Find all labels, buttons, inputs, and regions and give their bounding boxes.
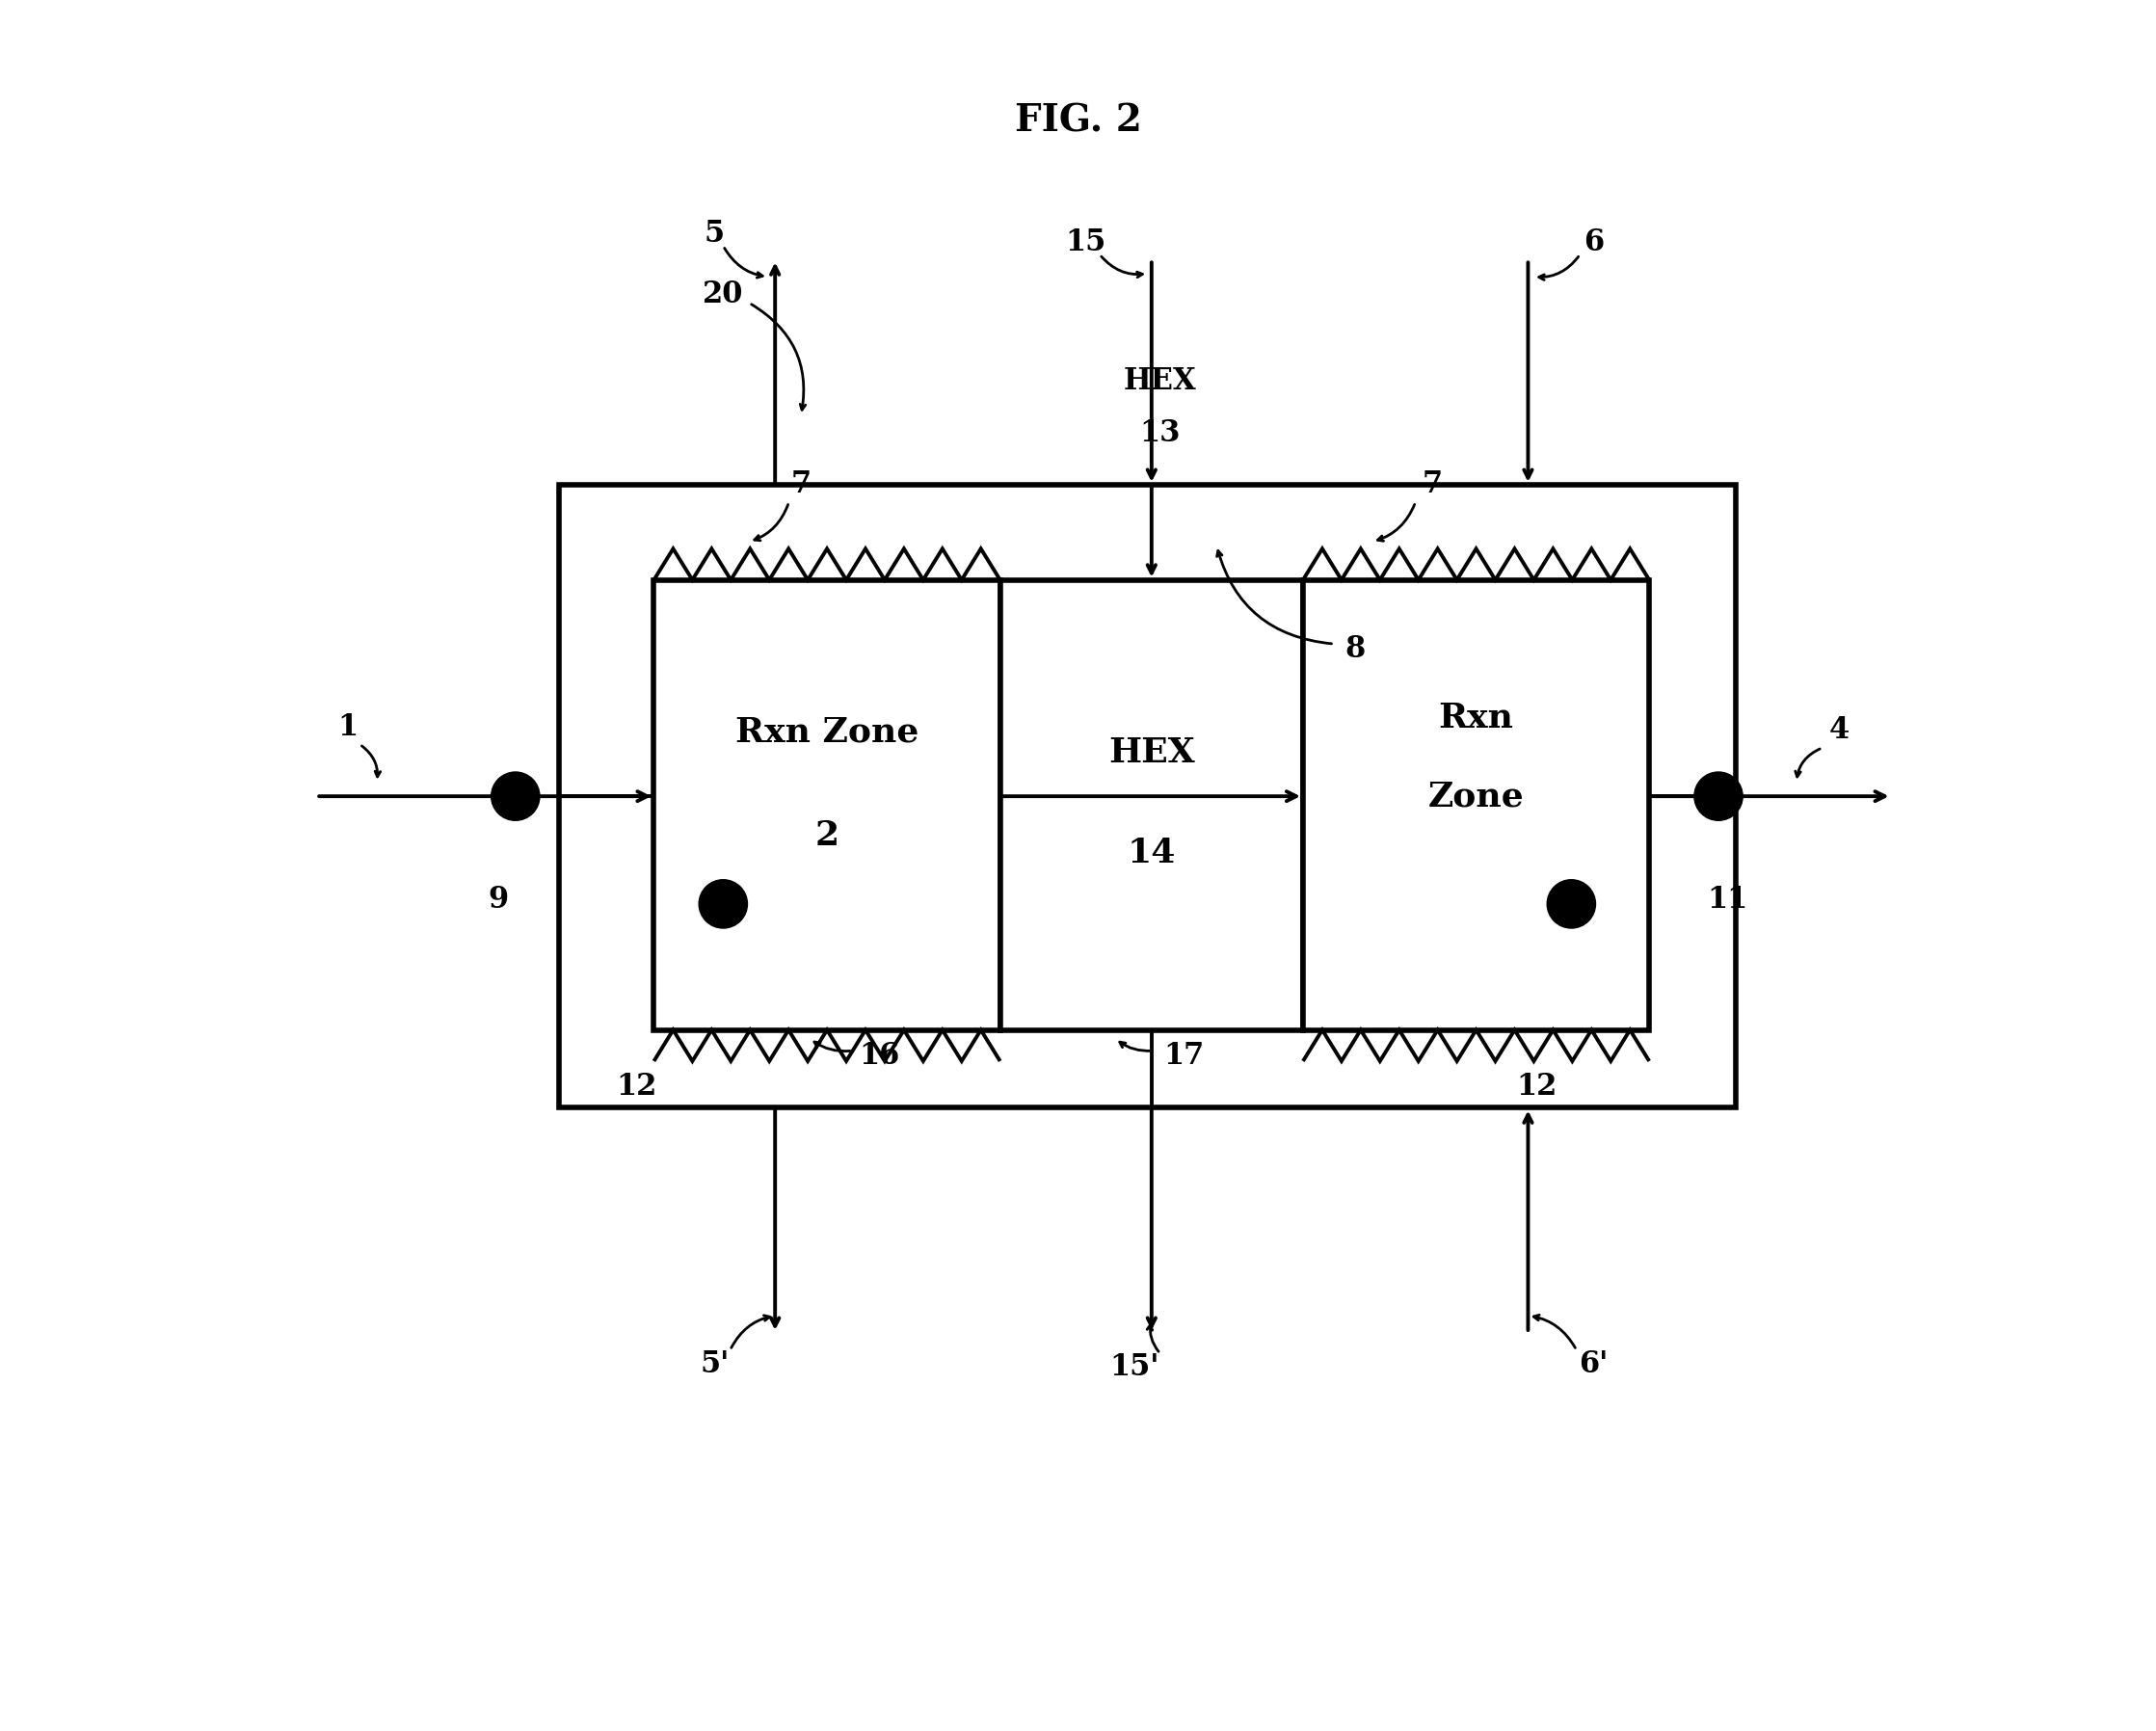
Text: 5': 5' <box>701 1348 729 1380</box>
Text: 6: 6 <box>1585 227 1604 258</box>
Text: 6': 6' <box>1578 1348 1608 1380</box>
Text: 2: 2 <box>815 820 839 852</box>
Text: HEX: HEX <box>1123 365 1197 396</box>
Text: Rxn Zone: Rxn Zone <box>735 717 918 748</box>
Text: 20: 20 <box>703 279 744 310</box>
Bar <box>1000 580 1302 1030</box>
Text: 12: 12 <box>617 1071 658 1103</box>
Text: 7: 7 <box>791 469 811 500</box>
Text: 1: 1 <box>336 711 358 743</box>
Text: 13: 13 <box>1141 417 1181 448</box>
Circle shape <box>1695 772 1742 820</box>
Circle shape <box>699 879 748 928</box>
Text: 17: 17 <box>1164 1040 1205 1071</box>
Text: 12: 12 <box>1516 1071 1557 1103</box>
Bar <box>1302 580 1649 1030</box>
Bar <box>653 580 1000 1030</box>
Text: 5: 5 <box>705 218 724 249</box>
Text: 7: 7 <box>1423 469 1442 500</box>
Text: FIG. 2: FIG. 2 <box>1015 102 1141 140</box>
Text: 11: 11 <box>1708 885 1749 916</box>
Text: 15: 15 <box>1065 227 1106 258</box>
Circle shape <box>1548 879 1595 928</box>
Bar <box>558 485 1736 1108</box>
Text: 15': 15' <box>1110 1352 1160 1383</box>
Text: 16: 16 <box>858 1040 899 1071</box>
Text: 9: 9 <box>487 885 509 916</box>
Text: Zone: Zone <box>1427 781 1524 812</box>
Text: 4: 4 <box>1830 715 1850 746</box>
Text: 8: 8 <box>1345 634 1365 665</box>
Text: HEX: HEX <box>1108 737 1194 769</box>
Text: Rxn: Rxn <box>1438 703 1514 734</box>
Circle shape <box>492 772 539 820</box>
Text: 14: 14 <box>1128 838 1175 869</box>
